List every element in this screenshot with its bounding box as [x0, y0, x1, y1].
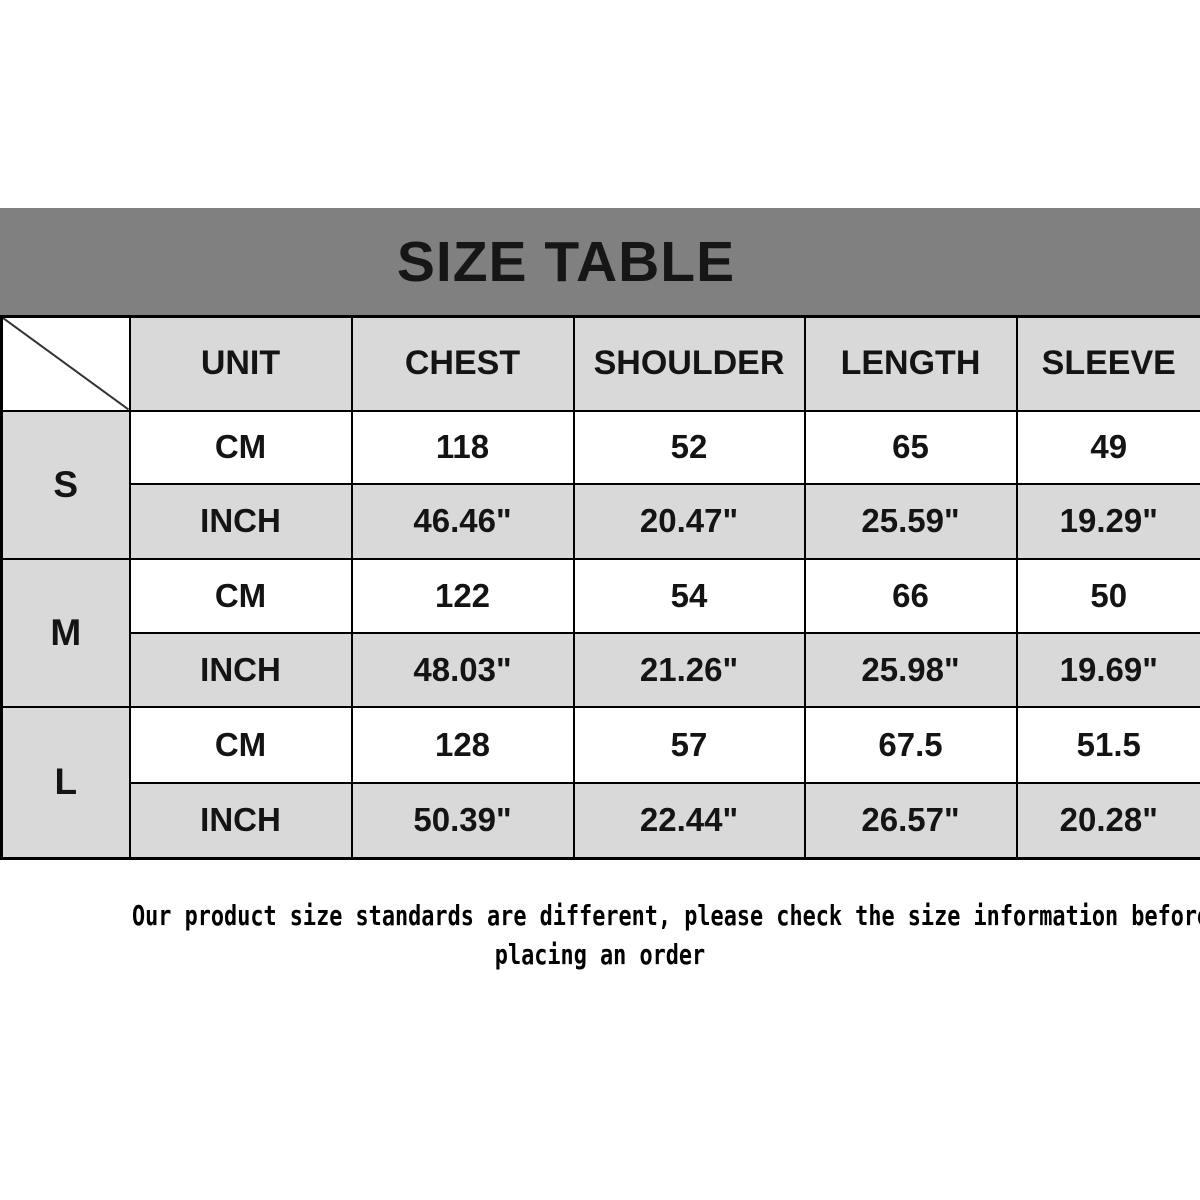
table-row-m-inch: INCH 48.03" 21.26" 25.98" 19.69" [2, 631, 1200, 708]
table-cell: 19.29" [1015, 482, 1200, 560]
unit-label-cell: INCH [128, 631, 353, 708]
footer-note: Our product size standards are different… [0, 896, 1200, 974]
table-cell: 19.69" [1015, 631, 1200, 708]
diagonal-line-icon [3, 318, 129, 410]
table-cell: 128 [350, 705, 575, 784]
table-cell: 52 [572, 409, 806, 485]
table-cell: 66 [803, 557, 1018, 634]
footer-note-line-1: Our product size standards are different… [132, 899, 1200, 932]
table-cell: 118 [350, 409, 575, 485]
table-cell: 22.44" [572, 781, 806, 860]
diagonal-header-cell [0, 315, 131, 412]
table-cell: 51.5 [1015, 705, 1200, 784]
size-label-m: M [0, 557, 131, 708]
size-label-s: S [0, 409, 131, 560]
header-row: UNIT CHEST SHOULDER LENGTH SLEEVE [0, 315, 1200, 412]
table-row-s-inch: INCH 46.46" 20.47" 25.59" 19.29" [2, 482, 1200, 560]
table-cell: 20.47" [572, 482, 806, 560]
column-header-shoulder: SHOULDER [572, 315, 806, 412]
table-cell: 25.98" [803, 631, 1018, 708]
table-row-l-cm: L CM 128 57 67.5 51.5 [0, 705, 1200, 860]
table-row-s-cm: S CM 118 52 65 49 [0, 409, 1200, 560]
table-cell: 21.26" [572, 631, 806, 708]
page-title: SIZE TABLE [396, 229, 736, 294]
column-header-length: LENGTH [803, 315, 1018, 412]
table-cell: 25.59" [803, 482, 1018, 560]
column-header-sleeve: SLEEVE [1015, 315, 1200, 412]
table-cell: 49 [1015, 409, 1200, 485]
unit-label-cell: INCH [128, 781, 353, 860]
unit-label-cell: CM [128, 557, 353, 634]
table-cell: 26.57" [803, 781, 1018, 860]
title-band: SIZE TABLE [0, 208, 1200, 315]
table-cell: 67.5 [803, 705, 1018, 784]
table-cell: 65 [803, 409, 1018, 485]
table-row-l-inch: INCH 50.39" 22.44" 26.57" 20.28" [2, 781, 1200, 860]
table-cell: 50.39" [350, 781, 575, 860]
table-cell: 48.03" [350, 631, 575, 708]
unit-label-cell: INCH [128, 482, 353, 560]
size-label-l: L [0, 705, 131, 860]
unit-label-cell: CM [128, 705, 353, 784]
table-cell: 46.46" [350, 482, 575, 560]
column-header-unit: UNIT [128, 315, 353, 412]
table-cell: 122 [350, 557, 575, 634]
size-table: UNIT CHEST SHOULDER LENGTH SLEEVE S CM 1… [0, 315, 1200, 860]
table-cell: 20.28" [1015, 781, 1200, 860]
table-row-m-cm: M CM 122 54 66 50 [0, 557, 1200, 708]
column-header-chest: CHEST [350, 315, 575, 412]
unit-label-cell: CM [128, 409, 353, 485]
footer-note-line-2: placing an order [494, 938, 706, 971]
table-cell: 57 [572, 705, 806, 784]
table-cell: 54 [572, 557, 806, 634]
table-cell: 50 [1015, 557, 1200, 634]
